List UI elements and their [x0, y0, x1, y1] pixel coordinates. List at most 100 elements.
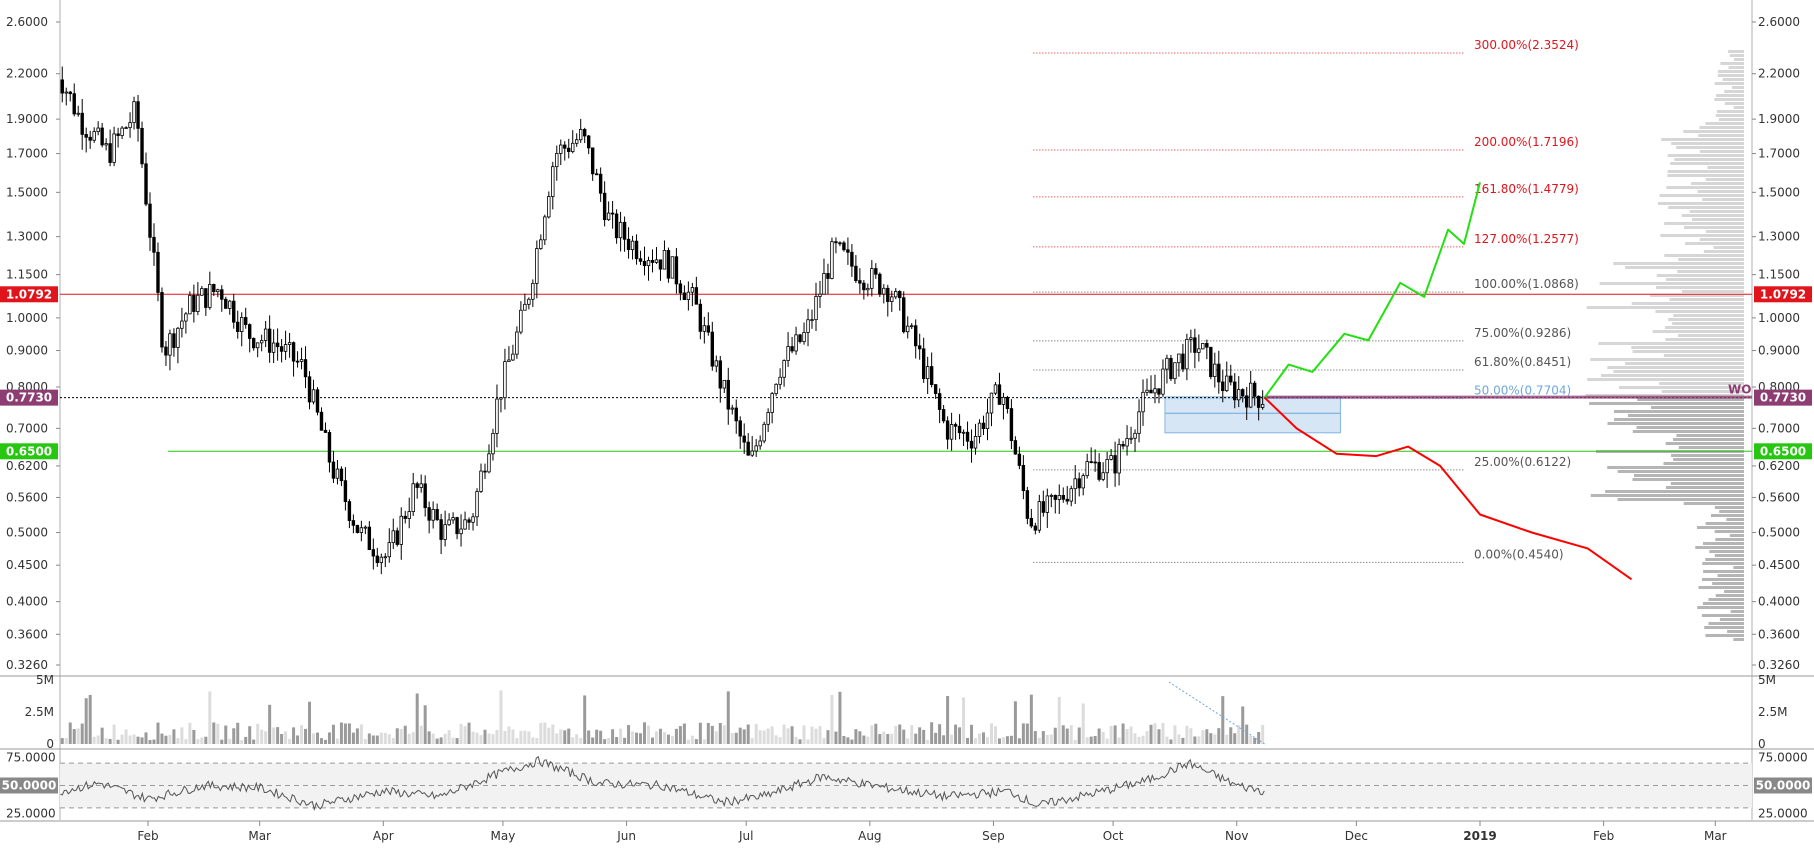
volume-bar	[1161, 722, 1165, 744]
candle-body	[830, 241, 834, 279]
volume-bar	[288, 739, 292, 744]
volume-bar	[962, 697, 966, 744]
volume-profile-bar	[1605, 490, 1744, 493]
volume-bar	[946, 696, 950, 744]
volume-bar	[850, 739, 854, 744]
volume-bar	[471, 731, 475, 744]
volume-profile-bar	[1585, 394, 1744, 397]
candle-body	[810, 319, 814, 322]
volume-bar	[1141, 735, 1145, 744]
candle-body	[471, 516, 475, 523]
candle-body	[1209, 346, 1213, 377]
volume-bar	[1253, 737, 1257, 744]
candle-body	[806, 319, 810, 333]
volume-profile-bar	[1673, 438, 1744, 441]
volume-profile-bar	[1670, 162, 1744, 165]
candle-body	[160, 292, 164, 348]
candle-body	[144, 163, 148, 205]
volume-profile-bar	[1705, 122, 1744, 125]
volume-profile-bar	[1668, 318, 1744, 321]
label-layer: 1.0792 1.0792 0.7730 0.7730 0.6500 0.6500 WO 50…	[0, 286, 1812, 794]
candle-body	[862, 282, 866, 291]
candle-body	[431, 509, 435, 521]
candle-body	[1109, 455, 1113, 460]
candle-body	[582, 129, 587, 137]
time-tick-label: Nov	[1225, 829, 1248, 843]
volume-bar	[96, 735, 100, 744]
candle-body	[870, 268, 874, 289]
volume-bar	[411, 732, 415, 744]
volume-profile-bar	[1613, 262, 1744, 265]
volume-bar	[1137, 736, 1141, 744]
candle-body	[1057, 495, 1061, 500]
candle-body	[347, 501, 352, 521]
price-flag-right-text: 0.7730	[1760, 391, 1806, 405]
candle-body	[965, 431, 970, 442]
volume-profile-bar	[1678, 258, 1744, 261]
price-tick-label-left: 0.5600	[6, 490, 48, 504]
volume-profile-bar	[1665, 486, 1744, 489]
volume-profile-bar	[1705, 558, 1744, 561]
candle-body	[467, 519, 471, 523]
candle-body	[311, 389, 316, 403]
volume-profile-bar	[1724, 90, 1744, 93]
candle-body	[710, 331, 715, 367]
volume-profile-bar	[1598, 342, 1744, 345]
volume-bar	[782, 724, 786, 744]
volume-bar	[1105, 738, 1109, 744]
volume-bar	[1053, 727, 1057, 744]
volume-bar	[220, 739, 224, 744]
candle-body	[1177, 353, 1181, 364]
volume-bar	[284, 731, 288, 744]
volume-profile-bar	[1651, 406, 1744, 409]
volume-bar	[1205, 729, 1209, 744]
candle-body	[1197, 348, 1201, 353]
candle-body	[1229, 375, 1233, 383]
candle-body	[64, 91, 68, 94]
candle-body	[694, 287, 699, 305]
candle-body	[910, 325, 914, 328]
volume-bar	[595, 729, 599, 744]
volume-profile-bar	[1715, 538, 1744, 541]
volume-profile-bar	[1678, 446, 1744, 449]
volume-profile-bar	[1718, 118, 1744, 121]
candle-body	[331, 461, 336, 479]
candle-body	[898, 291, 902, 299]
time-tick-label: Sep	[982, 829, 1005, 843]
volume-profile-bar	[1667, 174, 1744, 177]
candle-body	[977, 422, 982, 437]
volume-bar	[327, 732, 331, 744]
candle-body	[1041, 501, 1046, 513]
volume-profile-bar	[1636, 426, 1744, 429]
zone-label: WO	[1728, 383, 1751, 397]
volume-bar	[515, 738, 519, 744]
rsi-flag-right-text: 50.0000	[1756, 779, 1811, 793]
candle-body	[236, 321, 240, 332]
candle-body	[602, 192, 607, 221]
volume-profile-bar	[1702, 578, 1744, 581]
candle-body	[1081, 475, 1085, 489]
candle-body	[674, 256, 679, 285]
price-tick-label-right: 2.6000	[1758, 15, 1800, 29]
rsi-flag-left-text: 50.0000	[2, 779, 57, 793]
volume-bar	[758, 730, 762, 744]
candle-body	[555, 153, 559, 168]
rsi-layer	[60, 755, 1752, 812]
volume-profile-bar	[1683, 226, 1744, 229]
volume-profile-bar	[1715, 594, 1744, 597]
price-tick-label-left: 0.6200	[6, 459, 48, 473]
candle-body	[734, 407, 738, 422]
candle-body	[307, 376, 312, 403]
candle-body	[387, 542, 391, 558]
price-tick-label-left: 1.5000	[6, 185, 48, 199]
volume-profile-bar	[1714, 82, 1744, 85]
volume-bar	[343, 723, 347, 744]
candle-body	[200, 288, 204, 296]
volume-profile-bar	[1699, 126, 1744, 129]
volume-layer	[60, 681, 1265, 745]
candle-body	[906, 325, 910, 333]
candle-body	[925, 366, 930, 380]
volume-bar	[1185, 725, 1189, 744]
candle-body	[148, 203, 152, 238]
